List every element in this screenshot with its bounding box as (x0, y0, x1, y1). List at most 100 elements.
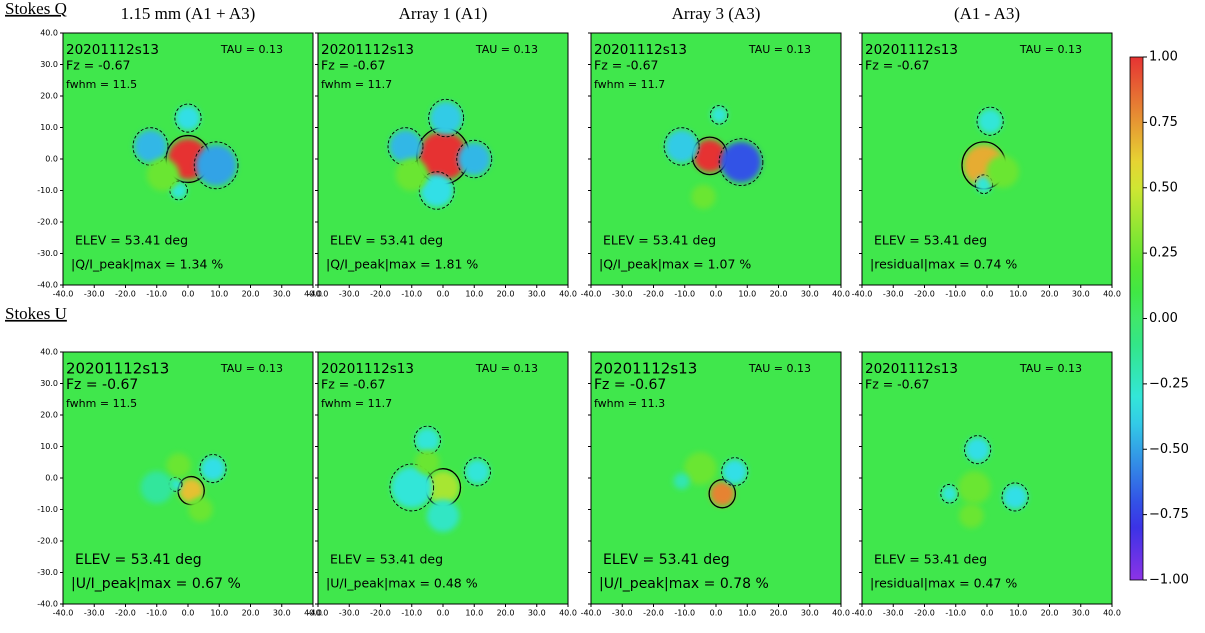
x-tick-label: 0.0 (981, 609, 994, 618)
x-tick-label: 30.0 (528, 290, 546, 299)
scan-id: 20201112s13 (66, 42, 159, 58)
fz: Fz = -0.67 (321, 58, 386, 73)
map-blob (691, 184, 716, 209)
contour (456, 139, 493, 179)
map-blob (458, 142, 491, 176)
map-blob (140, 471, 173, 504)
x-tick-label: -30.0 (883, 290, 904, 299)
contour (174, 103, 202, 133)
colorbar-tick-label: 0.00 (1149, 311, 1178, 326)
contour (709, 105, 729, 125)
row-label: Stokes U (5, 304, 67, 323)
peak: |residual|max = 0.47 % (870, 576, 1017, 591)
x-tick-label: 0.0 (182, 290, 195, 299)
fwhm: fwhm = 11.7 (594, 78, 665, 91)
map-blob (941, 485, 958, 502)
colorbar-tick-label: −0.50 (1149, 442, 1189, 457)
elev: ELEV = 53.41 deg (874, 233, 987, 248)
x-tick-label: 10.0 (465, 609, 483, 618)
scan-id: 20201112s13 (321, 42, 414, 58)
map-blob (465, 459, 490, 484)
fz: Fz = -0.67 (594, 58, 659, 73)
y-tick-label: 40.0 (40, 348, 58, 357)
x-tick-label: -40.0 (308, 290, 329, 299)
tau: TAU = 0.13 (220, 43, 283, 56)
column-title: Array 3 (A3) (672, 4, 761, 23)
column-title: 1.15 mm (A1 + A3) (121, 4, 256, 23)
x-tick-label: -10.0 (401, 290, 422, 299)
map-blob (986, 155, 1019, 188)
map-blob (195, 144, 237, 186)
x-tick-label: 10.0 (1009, 609, 1027, 618)
fz: Fz = -0.67 (66, 58, 131, 73)
fwhm: fwhm = 11.3 (594, 397, 665, 410)
x-tick-label: -20.0 (115, 609, 136, 618)
panel (63, 352, 313, 604)
x-tick-label: 10.0 (210, 609, 228, 618)
scan-id: 20201112s13 (594, 42, 687, 58)
tau: TAU = 0.13 (1019, 43, 1082, 56)
x-tick-label: 40.0 (832, 290, 850, 299)
contour (463, 457, 491, 487)
map-blob (711, 106, 728, 124)
contour (199, 454, 227, 484)
tau: TAU = 0.13 (475, 43, 538, 56)
y-tick-label: 20.0 (40, 411, 58, 420)
colorbar-tick-label: −1.00 (1149, 573, 1189, 588)
elev: ELEV = 53.41 deg (330, 552, 443, 567)
map-blob (415, 428, 440, 453)
x-tick-label: -30.0 (883, 609, 904, 618)
scan-id: 20201112s13 (865, 42, 958, 58)
x-tick-label: 20.0 (1041, 609, 1059, 618)
x-tick-label: 40.0 (1103, 609, 1121, 618)
x-tick-label: 20.0 (770, 609, 788, 618)
map-blob (1002, 484, 1028, 510)
colorbar-tick-label: 0.50 (1149, 180, 1178, 195)
map-blob (665, 130, 698, 163)
contour (389, 463, 435, 512)
fz: Fz = -0.67 (865, 58, 930, 73)
contour (193, 141, 239, 190)
map-background (63, 352, 313, 604)
tau: TAU = 0.13 (475, 362, 538, 375)
colorbar-tick-label: 0.75 (1149, 115, 1178, 130)
peak: |Q/I_peak|max = 1.34 % (71, 257, 223, 272)
x-tick-label: -40.0 (581, 609, 602, 618)
fwhm: fwhm = 11.5 (66, 78, 137, 91)
x-tick-label: 20.0 (242, 290, 260, 299)
x-tick-label: 10.0 (738, 290, 756, 299)
y-tick-label: -40.0 (37, 281, 58, 290)
map-blob (420, 174, 453, 207)
x-tick-label: -20.0 (914, 290, 935, 299)
elev: ELEV = 53.41 deg (75, 552, 202, 568)
y-tick-label: -20.0 (37, 537, 58, 546)
x-tick-label: 10.0 (465, 290, 483, 299)
x-tick-label: -10.0 (146, 290, 167, 299)
x-tick-label: 0.0 (981, 290, 994, 299)
map-blob (977, 109, 1003, 134)
x-tick-label: 10.0 (210, 290, 228, 299)
x-tick-label: -10.0 (674, 290, 695, 299)
x-tick-label: 40.0 (559, 609, 577, 618)
fwhm: fwhm = 11.5 (66, 397, 137, 410)
y-tick-label: -30.0 (37, 249, 58, 258)
row-label: Stokes Q (5, 0, 67, 18)
x-tick-label: -10.0 (945, 609, 966, 618)
colorbar-tick-label: 0.25 (1149, 246, 1178, 261)
contour (718, 138, 764, 187)
x-tick-label: 30.0 (801, 290, 819, 299)
elev: ELEV = 53.41 deg (75, 233, 188, 248)
map-blob (673, 473, 690, 490)
tau: TAU = 0.13 (220, 362, 283, 375)
y-tick-label: 10.0 (40, 123, 58, 132)
tau: TAU = 0.13 (1019, 362, 1082, 375)
x-tick-label: -10.0 (146, 609, 167, 618)
contour (663, 127, 700, 166)
fz: Fz = -0.67 (594, 377, 666, 393)
x-tick-label: 30.0 (273, 290, 291, 299)
scan-id: 20201112s13 (321, 361, 414, 377)
fz: Fz = -0.67 (66, 377, 138, 393)
x-tick-label: -40.0 (53, 609, 74, 618)
map-blob (134, 130, 167, 163)
x-tick-label: 0.0 (710, 609, 723, 618)
